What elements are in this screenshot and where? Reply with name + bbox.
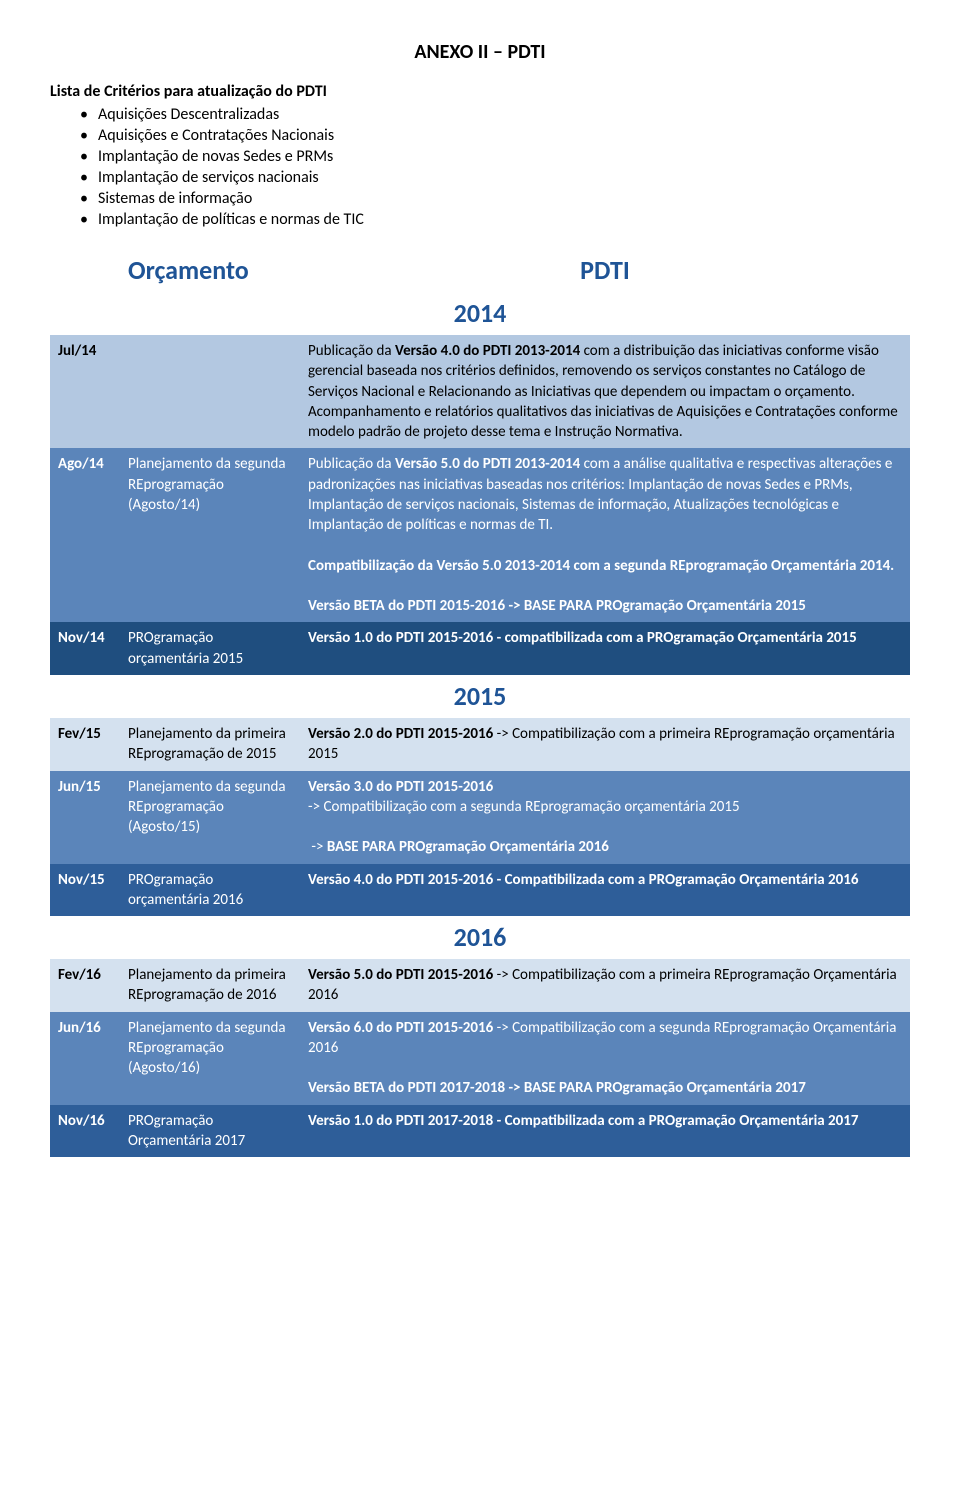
- orcamento-cell: Planejamento da segunda REprogramação (A…: [120, 448, 300, 622]
- pdti-cell: Publicação da Versão 4.0 do PDTI 2013-20…: [300, 335, 910, 448]
- table-row: Fev/16 Planejamento da primeira REprogra…: [50, 959, 910, 1012]
- table-row: Jul/14 Publicação da Versão 4.0 do PDTI …: [50, 335, 910, 448]
- date-cell: Jun/15: [50, 771, 120, 864]
- orcamento-cell: PROgramação orçamentária 2016: [120, 864, 300, 917]
- pdti-cell: Versão 2.0 do PDTI 2015-2016 -> Compatib…: [300, 718, 910, 771]
- table-row: Jun/16 Planejamento da segunda REprogram…: [50, 1012, 910, 1105]
- date-cell: Jul/14: [50, 335, 120, 448]
- year-row-2015: 2015: [50, 675, 910, 718]
- pdti-table: Orçamento PDTI 2014 Jul/14 Publicação da…: [50, 245, 910, 1157]
- date-cell: Nov/14: [50, 622, 120, 675]
- bullet-list: Aquisições Descentralizadas Aquisições e…: [80, 105, 910, 229]
- pdti-cell: Versão 5.0 do PDTI 2015-2016 -> Compatib…: [300, 959, 910, 1012]
- pdti-cell: Versão 1.0 do PDTI 2015-2016 - compatibi…: [300, 622, 910, 675]
- pdti-cell: Publicação da Versão 5.0 do PDTI 2013-20…: [300, 448, 910, 622]
- date-cell: Nov/16: [50, 1105, 120, 1158]
- pdti-cell: Versão 4.0 do PDTI 2015-2016 - Compatibi…: [300, 864, 910, 917]
- table-row: Nov/14 PROgramação orçamentária 2015 Ver…: [50, 622, 910, 675]
- list-item: Implantação de novas Sedes e PRMs: [80, 147, 910, 166]
- date-cell: Jun/16: [50, 1012, 120, 1105]
- list-item: Sistemas de informação: [80, 189, 910, 208]
- intro-title: Lista de Critérios para atualização do P…: [50, 82, 910, 101]
- date-cell: Nov/15: [50, 864, 120, 917]
- table-row: Jun/15 Planejamento da segunda REprogram…: [50, 771, 910, 864]
- orcamento-cell: PROgramação orçamentária 2015: [120, 622, 300, 675]
- table-row: Fev/15 Planejamento da primeira REprogra…: [50, 718, 910, 771]
- pdti-cell: Versão 1.0 do PDTI 2017-2018 - Compatibi…: [300, 1105, 910, 1158]
- pdti-cell: Versão 3.0 do PDTI 2015-2016-> Compatibi…: [300, 771, 910, 864]
- table-row: Nov/16 PROgramação Orçamentária 2017 Ver…: [50, 1105, 910, 1158]
- orcamento-cell: [120, 335, 300, 448]
- list-item: Aquisições Descentralizadas: [80, 105, 910, 124]
- header-row: Orçamento PDTI: [50, 245, 910, 292]
- orcamento-cell: Planejamento da segunda REprogramação (A…: [120, 1012, 300, 1105]
- orcamento-cell: Planejamento da primeira REprogramação d…: [120, 959, 300, 1012]
- year-row-2014: 2014: [50, 292, 910, 335]
- orcamento-cell: PROgramação Orçamentária 2017: [120, 1105, 300, 1158]
- pdti-cell: Versão 6.0 do PDTI 2015-2016 -> Compatib…: [300, 1012, 910, 1105]
- date-cell: Fev/15: [50, 718, 120, 771]
- orcamento-cell: Planejamento da primeira REprogramação d…: [120, 718, 300, 771]
- year-row-2016: 2016: [50, 916, 910, 959]
- header-right: PDTI: [300, 245, 910, 292]
- table-row: Ago/14 Planejamento da segunda REprogram…: [50, 448, 910, 622]
- date-cell: Ago/14: [50, 448, 120, 622]
- header-left: Orçamento: [120, 245, 300, 292]
- list-item: Implantação de serviços nacionais: [80, 168, 910, 187]
- date-cell: Fev/16: [50, 959, 120, 1012]
- orcamento-cell: Planejamento da segunda REprogramação (A…: [120, 771, 300, 864]
- list-item: Aquisições e Contratações Nacionais: [80, 126, 910, 145]
- list-item: Implantação de políticas e normas de TIC: [80, 210, 910, 229]
- table-row: Nov/15 PROgramação orçamentária 2016 Ver…: [50, 864, 910, 917]
- page-title: ANEXO II – PDTI: [50, 40, 910, 64]
